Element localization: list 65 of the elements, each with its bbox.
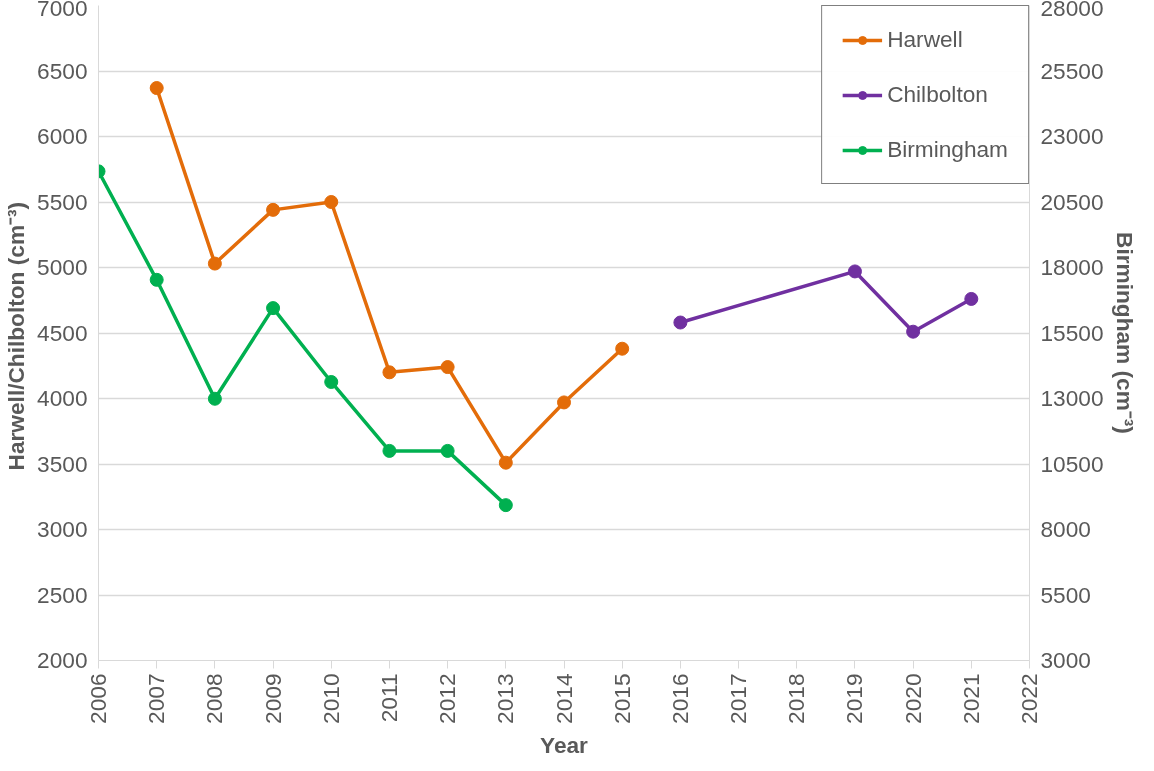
y2-tick-label: 8000 <box>1040 516 1091 542</box>
x-tick-label: 2020 <box>899 673 926 724</box>
y-tick-label: 6000 <box>37 123 88 149</box>
x-tick-label: 2016 <box>666 673 693 724</box>
y2-tick-label: 25500 <box>1040 57 1104 84</box>
point <box>324 195 339 209</box>
x-tick-label: 2012 <box>434 673 461 724</box>
point <box>207 256 222 271</box>
y2-tick-label: 13000 <box>1040 385 1104 411</box>
x-tick-label: 2021 <box>957 673 984 724</box>
point <box>440 443 455 458</box>
point <box>498 498 513 513</box>
legend-label: Birmingham <box>887 136 1008 163</box>
y-tick-label: 3500 <box>37 450 88 477</box>
y2-tick-label: 10500 <box>1040 450 1104 477</box>
y-tick-label: 5000 <box>37 254 88 280</box>
y2-tick-label: 18000 <box>1040 254 1104 280</box>
y-tick-label: 2500 <box>37 581 88 608</box>
y-tick-label: 4500 <box>37 319 88 346</box>
x-tick-label: 2009 <box>259 673 286 724</box>
legend-label: Chilbolton <box>887 81 988 108</box>
x-axis-title: Year <box>540 731 589 758</box>
y2-tick-label: 15500 <box>1040 319 1104 346</box>
y-tick-label: 7000 <box>37 0 88 21</box>
x-tick-label: 2019 <box>841 673 868 724</box>
x-tick-label: 2014 <box>550 673 577 724</box>
point <box>557 395 571 410</box>
point <box>266 301 281 316</box>
x-tick-label: 2017 <box>725 673 752 724</box>
y2-tick-label: 5500 <box>1040 581 1091 608</box>
x-tick-label: 2022 <box>1016 673 1042 724</box>
y-tick-label: 4000 <box>37 385 88 411</box>
x-tick-label: 2013 <box>492 673 519 724</box>
x-tick-label: 2010 <box>317 673 344 724</box>
point <box>324 375 339 389</box>
point <box>382 365 397 380</box>
point <box>266 202 281 217</box>
y-tick-label: 2000 <box>37 647 88 673</box>
x-tick-label: 2018 <box>783 673 810 724</box>
y-axis-title: Harwell/Chilbolton (cm⁻³) <box>3 201 30 471</box>
y-tick-label: 5500 <box>37 188 88 215</box>
point <box>149 81 164 96</box>
point <box>440 360 455 375</box>
y2-tick-label: 23000 <box>1040 123 1104 149</box>
point <box>906 324 921 339</box>
y2-tick-label: 28000 <box>1040 0 1104 21</box>
x-tick-label: 2011 <box>375 673 402 723</box>
legend-label: Harwell <box>887 26 963 53</box>
point <box>847 264 862 279</box>
y2-axis-title: Birmingham (cm⁻³) <box>1111 232 1138 434</box>
x-tick-label: 2007 <box>143 673 170 724</box>
point <box>149 272 164 287</box>
y-tick-label: 3000 <box>37 516 88 542</box>
y-tick-label: 6500 <box>37 57 88 84</box>
point <box>615 341 630 356</box>
x-tick-label: 2006 <box>85 673 111 724</box>
point <box>382 443 397 458</box>
point <box>207 391 222 406</box>
point <box>673 315 688 330</box>
x-tick-label: 2008 <box>201 673 228 724</box>
y2-tick-label: 20500 <box>1040 188 1104 215</box>
point <box>498 455 513 470</box>
x-tick-label: 2015 <box>608 673 635 724</box>
y2-tick-label: 3000 <box>1040 647 1091 673</box>
point <box>964 291 979 306</box>
